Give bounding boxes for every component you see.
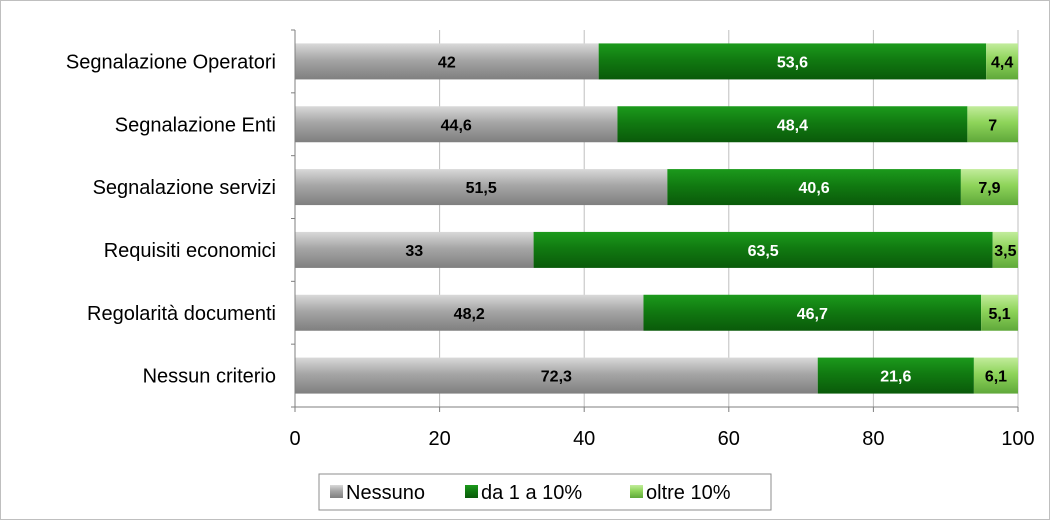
- value-label: 48,2: [454, 306, 485, 323]
- bar-segment: [973, 357, 1018, 394]
- value-label: 33: [405, 243, 423, 260]
- x-tick-label: 40: [573, 428, 595, 450]
- value-label: 72,3: [541, 369, 572, 386]
- bar-segment: [295, 169, 668, 206]
- value-label: 40,6: [799, 180, 830, 197]
- x-tick-label: 100: [1001, 428, 1034, 450]
- value-label: 4,4: [991, 54, 1013, 71]
- bar-segment: [617, 106, 968, 143]
- bar-segment: [667, 169, 961, 206]
- category-label: Regolarità documenti: [87, 303, 276, 325]
- legend: Nessuno da 1 a 10% oltre 10%: [318, 473, 772, 511]
- axes: 0 20 40 60 80 100: [289, 29, 1035, 450]
- bars: [295, 43, 1018, 394]
- category-label: Segnalazione Enti: [115, 114, 276, 136]
- category-label: Segnalazione Operatori: [66, 51, 276, 73]
- legend-label: oltre 10%: [646, 482, 731, 504]
- bar-segment: [992, 231, 1018, 268]
- value-label: 7: [988, 117, 997, 134]
- legend-swatch: [330, 485, 343, 498]
- x-tick-label: 60: [718, 428, 740, 450]
- category-label: Requisiti economici: [104, 240, 276, 262]
- bar-segment: [295, 231, 534, 268]
- value-label: 42: [438, 54, 456, 71]
- bar-segment: [533, 231, 993, 268]
- category-label: Segnalazione servizi: [93, 177, 276, 199]
- bar-segment: [967, 106, 1018, 143]
- legend-label: Nessuno: [346, 482, 425, 504]
- x-tick-label: 80: [862, 428, 884, 450]
- bar-segment: [981, 294, 1018, 331]
- bar-segment: [295, 294, 644, 331]
- bar-segment: [295, 106, 618, 143]
- x-tick-label: 0: [289, 428, 300, 450]
- value-label: 48,4: [777, 117, 808, 134]
- legend-label: da 1 a 10%: [481, 482, 582, 504]
- value-label: 46,7: [797, 306, 828, 323]
- bar-segment: [986, 43, 1018, 80]
- category-label: Nessun criterio: [143, 366, 276, 388]
- bar-segment: [643, 294, 982, 331]
- x-tick-label: 20: [428, 428, 450, 450]
- bar-segment: [817, 357, 974, 394]
- legend-swatch: [465, 485, 478, 498]
- value-label: 3,5: [994, 243, 1016, 260]
- bar-segment: [295, 43, 599, 80]
- legend-box: [318, 473, 772, 511]
- value-label: 63,5: [748, 243, 779, 260]
- value-label: 7,9: [978, 180, 1000, 197]
- value-label: 53,6: [777, 54, 808, 71]
- value-label: 6,1: [985, 369, 1007, 386]
- bar-segment: [295, 357, 818, 394]
- value-label: 21,6: [880, 369, 911, 386]
- value-label: 51,5: [466, 180, 497, 197]
- bar-segment: [960, 169, 1018, 206]
- gridlines: [439, 30, 1019, 407]
- value-label: 44,6: [441, 117, 472, 134]
- bar-segment: [598, 43, 987, 80]
- value-label: 5,1: [988, 306, 1010, 323]
- legend-swatch: [630, 485, 643, 498]
- labels: 42 53,6 4,4 Segnalazione Operatori 44,6 48,4 7…: [66, 51, 1017, 387]
